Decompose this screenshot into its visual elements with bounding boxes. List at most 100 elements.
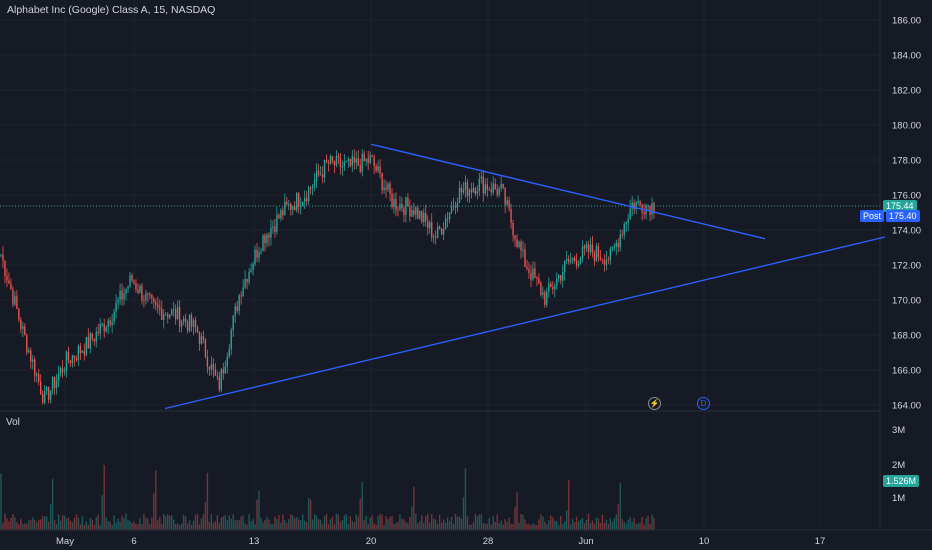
volume-bar [83,524,86,530]
volume-bar [135,523,137,530]
volume-bar [10,517,12,530]
candle-body [238,295,240,311]
volume-bar [208,521,211,530]
volume-bar [502,524,504,530]
candle-body [432,236,435,238]
candle-body [145,293,147,301]
candle-body [250,269,252,273]
candle-body [208,366,211,370]
volume-bar [145,517,147,530]
volume-bar [119,521,121,530]
candle-body [63,370,66,373]
volume-bar [458,516,461,530]
candle-body [30,350,32,362]
volume-bar [252,518,254,530]
price-tick-label: 164.00 [892,401,921,412]
volume-bar [427,513,429,530]
volume-bar [548,520,550,530]
volume-bar [41,516,44,530]
candles [0,148,655,405]
post-price-badge: 175.40 [886,210,920,222]
volume-bar [520,513,522,530]
candle-body [77,346,80,360]
volume-bar [431,514,433,530]
volume-bar [401,518,403,530]
volume-bar [113,515,115,530]
candle-body [252,263,254,270]
volume-bar [562,524,564,530]
dividend-event-icon[interactable]: D [697,397,710,410]
candle-body [587,244,590,253]
volume-bar [163,513,165,530]
candle-body [558,275,560,279]
volume-bar [474,513,477,530]
volume-bar [71,522,74,530]
candle-body [385,187,387,190]
volume-bar [593,524,596,530]
candle-body [274,226,276,232]
candle-body [174,309,177,319]
candle-body [393,198,395,208]
candle-body [214,369,217,376]
volume-bar [47,521,50,530]
volume-bar [579,519,582,530]
volume-bar [546,524,548,530]
candle-body [595,246,598,261]
volume-bar [0,473,2,530]
volume-bar [518,522,520,530]
candle-body [69,360,72,364]
volume-bar [202,514,205,530]
volume-bar [274,516,276,530]
volume-tick-label: 1M [892,493,905,504]
candle-body [210,364,213,370]
volume-bar [22,524,24,530]
candle-body [169,314,171,318]
volume-badge: 1.526M [883,475,920,487]
volume-bar [528,523,530,530]
candle-body [41,393,44,403]
candle-body [95,331,97,342]
candle-body [161,309,163,320]
candle-body [278,214,280,219]
candle-body [331,156,334,161]
candle-body [403,208,405,215]
candle-body [8,280,10,284]
candle-body [240,295,242,297]
candle-body [153,298,155,302]
volume-bar [111,525,113,530]
volume-bar [272,524,274,530]
volume-bar [494,522,496,530]
candle-body [597,246,600,258]
volume-bar [490,524,492,530]
split-event-icon[interactable]: ⚡ [648,397,661,410]
candle-body [305,197,308,202]
volume-bar [131,523,133,530]
volume-bar [512,524,514,530]
candle-body [127,286,129,289]
volume-bar [153,492,155,530]
volume-bar [16,522,18,530]
volume-bar [333,524,336,530]
volume-bar [190,525,193,530]
candle-body [103,323,105,332]
volume-bar [294,518,296,530]
candle-body [371,155,373,157]
candle-body [45,386,48,392]
volume-bar [619,482,621,530]
volume-bar [496,514,498,530]
candle-body [125,288,127,294]
volume-bar [77,517,80,530]
volume-bar [79,523,82,530]
volume-bar [186,523,189,530]
volume-bar [434,519,437,530]
volume-tick-label: 2M [892,460,905,471]
candle-body [522,249,524,251]
candle-body [423,212,425,223]
candle-body [347,158,350,162]
volume-bar [38,519,40,530]
volume-bar [266,516,268,530]
candle-body [242,287,244,297]
volume-bar [379,513,381,530]
candle-body [315,170,318,181]
